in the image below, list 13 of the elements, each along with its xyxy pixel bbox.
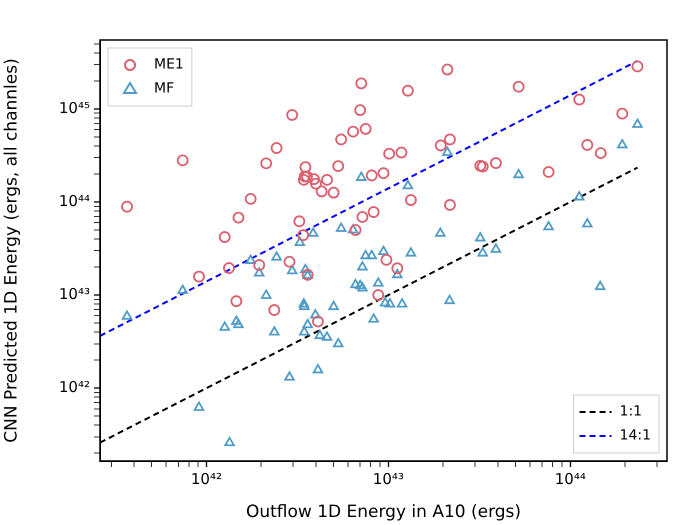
x-tick-label: 10⁴³ (372, 470, 404, 488)
x-axis-title: Outflow 1D Energy in A10 (ergs) (246, 502, 522, 522)
x-tick-label: 10⁴⁴ (554, 470, 586, 488)
y-tick-label: 10⁴⁴ (58, 192, 90, 210)
legend-label: ME1 (154, 56, 184, 73)
y-tick-label: 10⁴⁵ (58, 98, 90, 117)
legend-label: 1:1 (620, 404, 642, 420)
y-axis-title: CNN Predicted 1D Energy (ergs, all channles) (2, 58, 22, 443)
y-tick-label: 10⁴³ (58, 284, 90, 303)
legend-label: MF (154, 80, 174, 97)
x-tick-label: 10⁴² (190, 470, 222, 488)
y-tick-label: 10⁴² (58, 378, 90, 396)
legend-label: 14:1 (620, 428, 652, 444)
